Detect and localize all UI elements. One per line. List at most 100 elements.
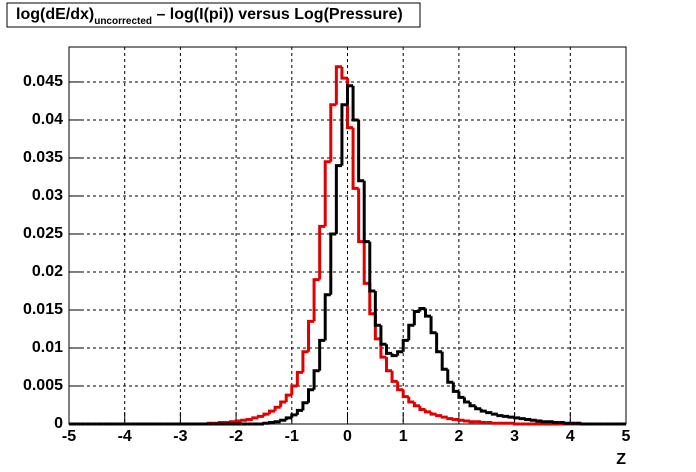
histogram-bin [412, 310, 420, 326]
histogram-bin [423, 409, 432, 414]
histogram-bin [451, 382, 459, 393]
histogram-bin [351, 127, 359, 190]
histogram-bin [535, 419, 543, 423]
histogram-bin [440, 351, 448, 371]
histogram-bin [418, 405, 426, 412]
histogram-bin [373, 290, 381, 327]
histogram-bin [446, 369, 454, 384]
histogram-bin [334, 164, 342, 234]
title-main: log(dE/dx) [16, 6, 94, 23]
histogram-bin [368, 241, 376, 293]
histogram-bin [440, 415, 448, 419]
histogram-bin [423, 308, 432, 318]
histogram-bin [362, 180, 370, 244]
x-tick-label: -5 [62, 428, 76, 445]
histogram-bin [529, 418, 537, 422]
histogram-bin [446, 417, 454, 421]
histogram-bin [362, 241, 370, 285]
histogram-bin [457, 391, 465, 399]
histogram-bin [490, 412, 498, 416]
histogram-bin [468, 401, 476, 408]
histogram-bin [357, 119, 365, 183]
y-tick-label: 0.025 [23, 225, 63, 242]
histogram-bin [474, 405, 482, 411]
histogram-bin [229, 420, 237, 424]
histogram-bin [273, 405, 281, 412]
histogram-bin [418, 306, 426, 312]
histogram-bin [301, 401, 309, 411]
x-tick-label: 3 [510, 428, 519, 445]
histogram-bin [323, 160, 331, 227]
histogram-bin [245, 417, 253, 421]
histogram-bin [318, 338, 326, 371]
y-tick-label: 0 [54, 415, 63, 432]
histogram-bin [307, 388, 315, 403]
histogram-bin [307, 319, 315, 352]
histogram-bin [396, 381, 404, 392]
x-tick-label: -1 [285, 428, 299, 445]
y-tick-label: 0.04 [32, 111, 63, 128]
histogram-bin [340, 66, 348, 80]
histogram-bin [429, 411, 437, 416]
histogram-bin [290, 384, 298, 396]
histogram-bin [351, 85, 359, 122]
histogram-bin [284, 393, 292, 402]
x-tick-label: 4 [566, 428, 575, 445]
histogram-bin [290, 413, 298, 418]
histogram-bin [295, 370, 303, 386]
histogram-bin [268, 420, 276, 424]
histogram-bin [334, 65, 342, 105]
histogram-bin [346, 84, 354, 105]
histogram-bin [357, 188, 365, 244]
histogram-bin [256, 414, 264, 418]
x-tick-label: -2 [229, 428, 243, 445]
histogram-bin [479, 420, 487, 424]
histogram-bin [513, 416, 521, 420]
histogram-bin [435, 332, 443, 354]
chart-title: log(dE/dx)uncorrected – log(I(pi)) versu… [16, 6, 403, 26]
histogram-bin [435, 414, 443, 418]
title-rest: – log(I(pi)) versus Log(Pressure) [152, 6, 403, 23]
histogram-bin [518, 417, 526, 421]
histogram-bin [579, 422, 588, 426]
x-tick-label: 1 [399, 428, 408, 445]
y-tick-label: 0.03 [32, 187, 63, 204]
histogram-bin [496, 414, 504, 418]
histogram-bin [301, 350, 309, 373]
histogram-bin [501, 414, 510, 418]
x-tick-label: -4 [118, 428, 132, 445]
histogram-bin [490, 421, 498, 425]
histogram-bin [401, 338, 409, 352]
y-tick-label: 0.01 [32, 339, 63, 356]
histogram-bin [407, 396, 415, 404]
histogram-bin [468, 420, 476, 424]
histogram-bin [329, 232, 337, 295]
histogram-bin [462, 397, 471, 404]
histogram-bin [295, 408, 303, 415]
histogram-bin [273, 420, 281, 424]
histogram-bin [485, 411, 493, 415]
histogram-bin [457, 418, 465, 422]
y-tick-label: 0.045 [23, 73, 63, 90]
histogram-bin [390, 353, 398, 358]
histogram-bin [429, 316, 437, 335]
y-tick-label: 0.005 [23, 377, 63, 394]
x-tick-label: 2 [454, 428, 463, 445]
histogram-bin [312, 369, 320, 390]
histogram-bin [251, 416, 259, 420]
histogram-bin [552, 420, 560, 424]
histogram-bin [279, 418, 287, 422]
histogram-bin [262, 421, 270, 425]
histogram-bin [268, 409, 276, 415]
histogram-bin [323, 293, 331, 341]
histogram-bin [384, 344, 393, 355]
histogram-bin [462, 419, 471, 423]
histogram-bin [318, 224, 326, 280]
histogram-bin [479, 408, 487, 413]
histogram-bin [401, 389, 409, 399]
histogram-bin [262, 412, 270, 417]
histogram-bin [329, 103, 337, 162]
histogram-bin [240, 418, 248, 422]
